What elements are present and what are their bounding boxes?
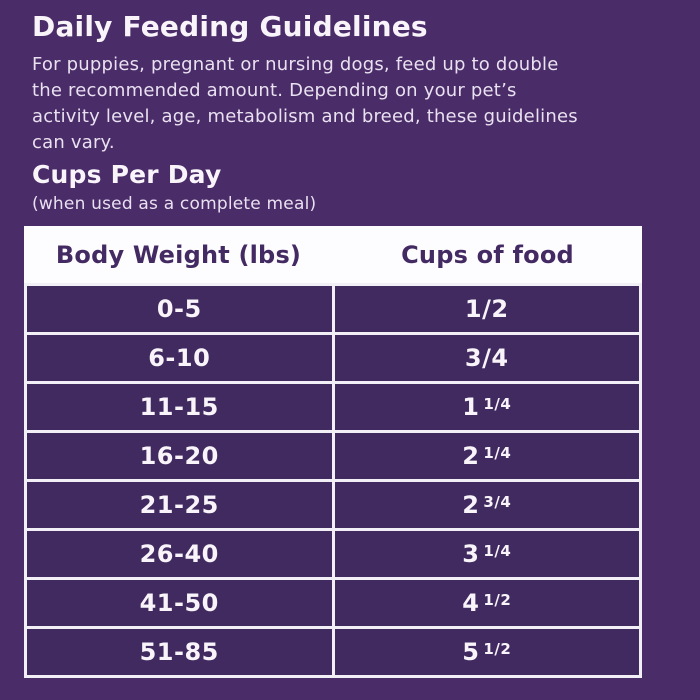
intro-block: Daily Feeding Guidelines For puppies, pr… bbox=[32, 10, 592, 156]
cups-cell: 1/2 bbox=[334, 286, 639, 332]
description-line: activity level, age, metabolism and bree… bbox=[32, 106, 578, 127]
body-weight-cell: 21-25 bbox=[27, 482, 332, 528]
table-row: 6-10 3/4 bbox=[27, 335, 639, 381]
intro-description: For puppies, pregnant or nursing dogs, f… bbox=[32, 52, 592, 156]
cups-whole-number: 5 bbox=[462, 638, 480, 666]
cups-whole-number: 2 bbox=[462, 491, 480, 519]
body-weight-cell: 41-50 bbox=[27, 580, 332, 626]
table-row: 26-40 3 1/4 bbox=[27, 531, 639, 577]
table-row: 21-25 2 3/4 bbox=[27, 482, 639, 528]
description-line: For puppies, pregnant or nursing dogs, f… bbox=[32, 54, 559, 75]
cups-cell: 2 1/4 bbox=[334, 433, 639, 479]
cups-fraction: 1/4 bbox=[483, 395, 512, 413]
table-row: 0-5 1/2 bbox=[27, 286, 639, 332]
body-weight-cell: 0-5 bbox=[27, 286, 332, 332]
cups-whole-number: 1 bbox=[462, 393, 480, 421]
section-subtitle: (when used as a complete meal) bbox=[32, 194, 317, 214]
cups-fraction: 1/4 bbox=[483, 444, 512, 462]
section-title: Cups Per Day bbox=[32, 160, 222, 189]
cups-per-day-section: Cups Per Day (when used as a complete me… bbox=[32, 160, 592, 214]
cups-fraction: 3/4 bbox=[483, 493, 512, 511]
cups-fraction: 1/2 bbox=[464, 295, 509, 323]
cups-whole-number: 2 bbox=[462, 442, 480, 470]
table-row: 11-15 1 1/4 bbox=[27, 384, 639, 430]
table-row: 16-20 2 1/4 bbox=[27, 433, 639, 479]
col-header-body-weight: Body Weight (lbs) bbox=[55, 240, 302, 269]
cups-cell: 4 1/2 bbox=[334, 580, 639, 626]
cups-fraction: 1/2 bbox=[483, 591, 512, 609]
cups-cell: 5 1/2 bbox=[334, 629, 639, 675]
feeding-table: Body Weight (lbs) Cups of food 0-5 1/2 6… bbox=[24, 226, 642, 678]
body-weight-cell: 26-40 bbox=[27, 531, 332, 577]
col-header-cups-of-food: Cups of food bbox=[401, 240, 574, 269]
cups-fraction: 3/4 bbox=[464, 344, 509, 372]
cups-cell: 2 3/4 bbox=[334, 482, 639, 528]
body-weight-cell: 11-15 bbox=[27, 384, 332, 430]
body-weight-cell: 6-10 bbox=[27, 335, 332, 381]
body-weight-cell: 51-85 bbox=[27, 629, 332, 675]
cups-fraction: 1/4 bbox=[483, 542, 512, 560]
description-line: the recommended amount. Depending on you… bbox=[32, 80, 517, 101]
page-title: Daily Feeding Guidelines bbox=[32, 10, 428, 43]
feeding-table-header: Body Weight (lbs) Cups of food bbox=[24, 226, 642, 283]
cups-fraction: 1/2 bbox=[483, 640, 512, 658]
table-row: 51-85 5 1/2 bbox=[27, 629, 639, 675]
cups-whole-number: 3 bbox=[462, 540, 480, 568]
description-line: can vary. bbox=[32, 132, 115, 153]
cups-cell: 3/4 bbox=[334, 335, 639, 381]
table-row: 41-50 4 1/2 bbox=[27, 580, 639, 626]
cups-whole-number: 4 bbox=[462, 589, 480, 617]
feeding-table-body: 0-5 1/2 6-10 3/4 11-15 1 1/4 16-20 2 1/4… bbox=[24, 283, 642, 678]
cups-cell: 3 1/4 bbox=[334, 531, 639, 577]
cups-cell: 1 1/4 bbox=[334, 384, 639, 430]
body-weight-cell: 16-20 bbox=[27, 433, 332, 479]
